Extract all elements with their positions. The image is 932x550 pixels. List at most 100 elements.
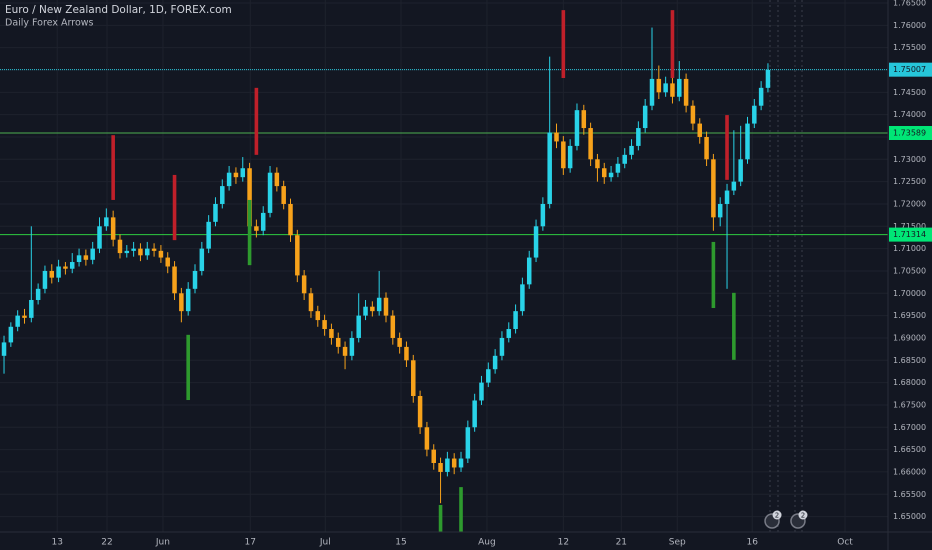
y-tick-label: 1.72500: [893, 177, 926, 186]
candle-body: [513, 311, 518, 330]
y-tick-label: 1.67000: [893, 423, 926, 432]
candle-body: [370, 306, 375, 312]
candle-body: [526, 257, 532, 285]
y-tick-label: 1.65000: [893, 512, 926, 521]
candle-body: [704, 136, 709, 160]
candle-body: [711, 159, 716, 218]
y-tick-label: 1.74000: [893, 110, 926, 119]
sell-arrow: [172, 174, 177, 241]
candle-body: [595, 159, 600, 169]
x-tick-label: Sep: [669, 538, 686, 548]
y-tick-label: 1.74500: [893, 88, 926, 97]
x-tick-label: 16: [747, 538, 759, 548]
candle-body: [677, 78, 682, 97]
candle-body: [233, 172, 239, 178]
candle-body: [117, 239, 123, 254]
level-label-box: [889, 227, 932, 242]
candle-body: [254, 226, 259, 231]
y-tick-label: 1.66000: [893, 467, 926, 476]
candle-body: [656, 78, 662, 93]
y-tick-label: 1.71500: [893, 222, 926, 231]
candle-body: [745, 123, 750, 160]
candle-body: [758, 87, 764, 106]
candle-body: [465, 427, 471, 459]
candle-body: [574, 110, 580, 146]
candle-body: [165, 257, 170, 267]
candle-body: [1, 342, 7, 356]
level-label: 1.71314: [893, 230, 926, 239]
candle-body: [540, 203, 546, 227]
candle-body: [738, 159, 743, 182]
candle-body: [581, 110, 587, 129]
candle-body: [547, 132, 552, 204]
candle-body: [438, 462, 443, 472]
candle-body: [561, 141, 566, 169]
candle-body: [602, 168, 607, 178]
level-label-box: [889, 126, 932, 140]
candle-body: [404, 346, 409, 361]
candle-body: [608, 172, 614, 178]
buy-arrow: [247, 199, 252, 266]
candle-body: [56, 266, 61, 278]
candle-body: [670, 83, 675, 97]
candle-body: [642, 105, 648, 129]
candle-body: [520, 284, 525, 312]
buy-arrow: [732, 292, 736, 360]
candle-body: [342, 346, 348, 356]
candle-body: [588, 128, 593, 160]
candle-body: [83, 255, 89, 260]
candle-body: [29, 299, 34, 318]
candle-body: [472, 400, 477, 428]
y-tick-label: 1.70500: [893, 266, 926, 275]
candle-body: [131, 248, 136, 251]
buy-arrow: [711, 241, 716, 309]
grid: [0, 0, 888, 532]
event-badge-count: [772, 510, 782, 520]
candle-body: [431, 449, 436, 463]
candle-body: [145, 248, 150, 256]
candle-body: [752, 105, 757, 124]
x-tick-label: 22: [101, 538, 112, 548]
candle-body: [636, 128, 641, 146]
candle-body: [124, 250, 130, 254]
candle-body: [63, 266, 68, 269]
candle-body: [158, 250, 164, 258]
candle-body: [486, 369, 491, 383]
level-label: 1.73589: [893, 129, 926, 138]
x-tick-label: Jul: [319, 538, 331, 548]
candle-body: [335, 337, 341, 347]
y-tick-label: 1.71000: [893, 244, 926, 253]
candle-body: [356, 315, 361, 338]
candle-body: [15, 315, 20, 327]
y-tick-label: 1.68500: [893, 356, 926, 365]
level-label-box: [889, 62, 932, 77]
candle-body: [288, 203, 293, 236]
candle-body: [411, 360, 416, 397]
candle-body: [383, 297, 389, 316]
event-badge-label: 2: [801, 512, 805, 520]
x-tick-label: 12: [558, 538, 569, 548]
candle-body: [185, 288, 191, 312]
candle-body: [499, 337, 505, 356]
candle-body: [110, 217, 116, 240]
candle-body: [683, 78, 689, 106]
candle-body: [220, 186, 225, 204]
sell-arrow: [725, 115, 729, 180]
candle-body: [179, 293, 184, 312]
candle-body: [397, 337, 402, 347]
candle-body: [172, 266, 177, 294]
buy-arrow: [438, 504, 443, 532]
candle-body: [458, 458, 464, 468]
candle-body: [724, 190, 730, 204]
candle-body: [424, 427, 430, 450]
sell-arrow: [561, 10, 566, 79]
event-badge-label: 2: [775, 512, 779, 520]
sell-arrow: [254, 87, 259, 155]
candle-body: [151, 248, 157, 251]
candle-body: [69, 262, 75, 269]
x-tick-label: 21: [616, 538, 627, 548]
candle-body: [697, 123, 702, 137]
